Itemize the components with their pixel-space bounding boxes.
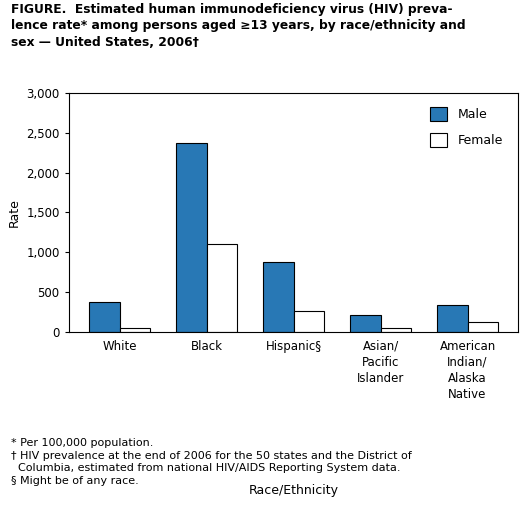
Bar <box>263 262 294 332</box>
Bar <box>380 328 411 332</box>
Y-axis label: Rate: Rate <box>8 198 21 227</box>
Bar <box>176 143 207 332</box>
Bar <box>294 311 324 332</box>
Text: * Per 100,000 population.
† HIV prevalence at the end of 2006 for the 50 states : * Per 100,000 population. † HIV prevalen… <box>11 438 412 486</box>
Bar <box>207 244 237 332</box>
X-axis label: Race/Ethnicity: Race/Ethnicity <box>249 484 339 497</box>
Bar <box>350 315 380 332</box>
Bar <box>89 301 120 332</box>
Text: FIGURE.  Estimated human immunodeficiency virus (HIV) preva-
lence rate* among p: FIGURE. Estimated human immunodeficiency… <box>11 3 465 49</box>
Bar <box>437 305 468 332</box>
Bar <box>468 322 498 332</box>
Legend: Male, Female: Male, Female <box>425 102 508 152</box>
Bar <box>120 327 150 332</box>
